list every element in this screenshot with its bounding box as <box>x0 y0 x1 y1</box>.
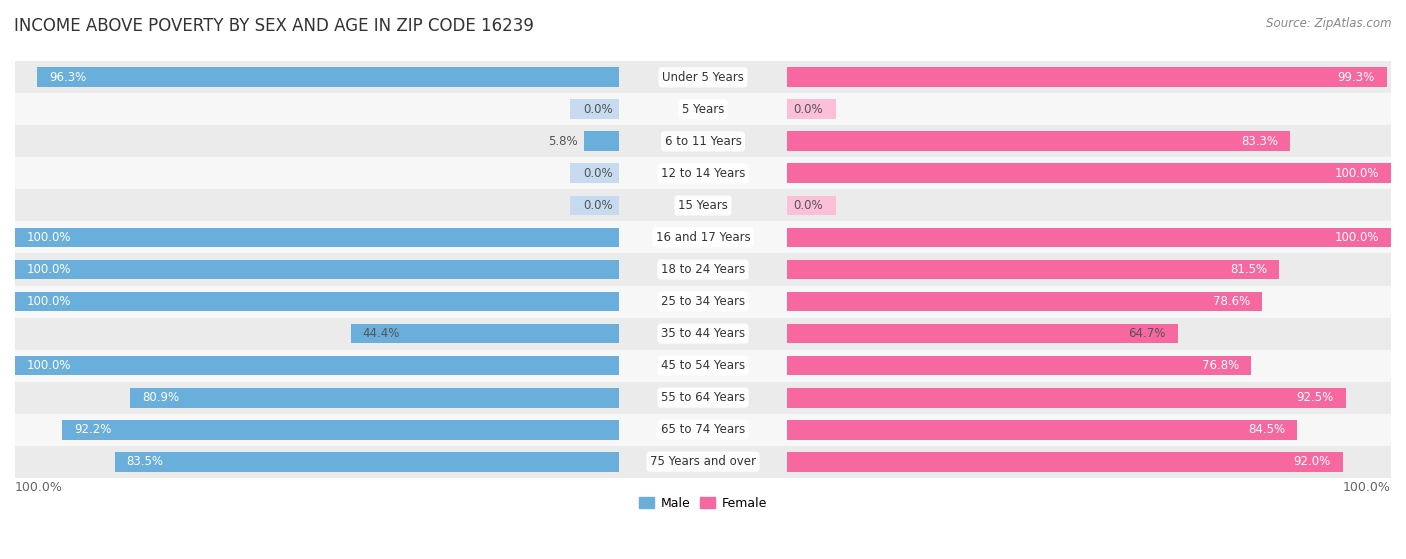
Bar <box>114 452 619 472</box>
Text: 99.3%: 99.3% <box>1337 71 1375 84</box>
Bar <box>15 221 1391 253</box>
Bar <box>15 414 1391 446</box>
Text: 6 to 11 Years: 6 to 11 Years <box>665 135 741 148</box>
Text: 0.0%: 0.0% <box>793 103 823 116</box>
Bar <box>15 259 619 280</box>
Text: Under 5 Years: Under 5 Years <box>662 71 744 84</box>
Text: INCOME ABOVE POVERTY BY SEX AND AGE IN ZIP CODE 16239: INCOME ABOVE POVERTY BY SEX AND AGE IN Z… <box>14 17 534 35</box>
Text: 100.0%: 100.0% <box>15 481 63 494</box>
Text: 5.8%: 5.8% <box>548 135 578 148</box>
Bar <box>350 324 619 343</box>
Text: 64.7%: 64.7% <box>1129 327 1166 340</box>
Bar <box>15 446 1391 477</box>
Text: 100.0%: 100.0% <box>1343 481 1391 494</box>
Text: 78.6%: 78.6% <box>1212 295 1250 308</box>
Bar <box>15 349 1391 382</box>
Text: 35 to 44 Years: 35 to 44 Years <box>661 327 745 340</box>
Bar <box>787 452 1343 472</box>
Bar <box>15 356 619 376</box>
Text: 92.0%: 92.0% <box>1294 455 1330 468</box>
Text: 84.5%: 84.5% <box>1249 423 1285 436</box>
Text: 100.0%: 100.0% <box>27 359 72 372</box>
Bar <box>787 228 1391 248</box>
Bar <box>15 228 619 248</box>
Text: 81.5%: 81.5% <box>1230 263 1267 276</box>
Text: 55 to 64 Years: 55 to 64 Years <box>661 391 745 404</box>
Text: 100.0%: 100.0% <box>27 295 72 308</box>
Text: 0.0%: 0.0% <box>583 103 613 116</box>
Bar <box>583 131 619 151</box>
Text: 76.8%: 76.8% <box>1202 359 1239 372</box>
Bar <box>787 356 1251 376</box>
Text: 0.0%: 0.0% <box>583 167 613 180</box>
Text: 0.0%: 0.0% <box>583 199 613 212</box>
Text: 15 Years: 15 Years <box>678 199 728 212</box>
Text: 75 Years and over: 75 Years and over <box>650 455 756 468</box>
Bar <box>15 190 1391 221</box>
Text: 18 to 24 Years: 18 to 24 Years <box>661 263 745 276</box>
Bar <box>787 131 1291 151</box>
Text: 5 Years: 5 Years <box>682 103 724 116</box>
Bar <box>15 253 1391 286</box>
Text: 92.5%: 92.5% <box>1296 391 1334 404</box>
Text: 12 to 14 Years: 12 to 14 Years <box>661 167 745 180</box>
Bar <box>571 196 619 215</box>
Text: 100.0%: 100.0% <box>1334 167 1379 180</box>
Legend: Male, Female: Male, Female <box>634 492 772 515</box>
Text: 100.0%: 100.0% <box>1334 231 1379 244</box>
Text: 25 to 34 Years: 25 to 34 Years <box>661 295 745 308</box>
Bar <box>15 292 619 311</box>
Bar <box>15 158 1391 190</box>
Text: 44.4%: 44.4% <box>363 327 399 340</box>
Bar <box>62 420 619 439</box>
Text: 100.0%: 100.0% <box>27 263 72 276</box>
Bar <box>787 163 1391 183</box>
Text: 92.2%: 92.2% <box>75 423 111 436</box>
Bar <box>787 387 1346 408</box>
Bar <box>15 93 1391 125</box>
Bar <box>15 61 1391 93</box>
Bar <box>787 100 835 119</box>
Text: 0.0%: 0.0% <box>793 199 823 212</box>
Text: 16 and 17 Years: 16 and 17 Years <box>655 231 751 244</box>
Text: 45 to 54 Years: 45 to 54 Years <box>661 359 745 372</box>
Bar <box>131 387 619 408</box>
Bar <box>15 125 1391 158</box>
Text: 83.3%: 83.3% <box>1241 135 1278 148</box>
Bar <box>15 318 1391 349</box>
Bar <box>787 259 1279 280</box>
Bar <box>787 196 835 215</box>
Bar <box>571 163 619 183</box>
Text: Source: ZipAtlas.com: Source: ZipAtlas.com <box>1267 17 1392 30</box>
Text: 96.3%: 96.3% <box>49 71 87 84</box>
Text: 83.5%: 83.5% <box>127 455 163 468</box>
Bar <box>15 382 1391 414</box>
Text: 65 to 74 Years: 65 to 74 Years <box>661 423 745 436</box>
Bar <box>787 292 1261 311</box>
Text: 100.0%: 100.0% <box>27 231 72 244</box>
Bar <box>787 420 1298 439</box>
Bar <box>38 68 619 87</box>
Text: 80.9%: 80.9% <box>142 391 180 404</box>
Bar <box>15 286 1391 318</box>
Bar <box>571 100 619 119</box>
Bar <box>787 68 1386 87</box>
Bar <box>787 324 1178 343</box>
